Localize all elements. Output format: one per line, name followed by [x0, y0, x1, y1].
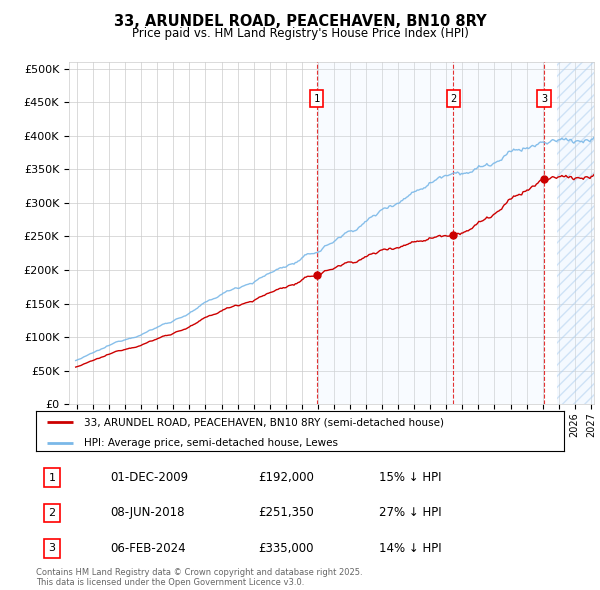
Bar — [557, 62, 594, 404]
Text: 3: 3 — [49, 543, 55, 553]
Text: 08-JUN-2018: 08-JUN-2018 — [110, 506, 184, 519]
Text: 15% ↓ HPI: 15% ↓ HPI — [379, 471, 442, 484]
Text: 27% ↓ HPI: 27% ↓ HPI — [379, 506, 442, 519]
Bar — [557, 62, 594, 404]
Text: 3: 3 — [541, 94, 547, 104]
Text: HPI: Average price, semi-detached house, Lewes: HPI: Average price, semi-detached house,… — [83, 438, 338, 448]
Text: £335,000: £335,000 — [258, 542, 313, 555]
Text: 01-DEC-2009: 01-DEC-2009 — [110, 471, 188, 484]
Text: £192,000: £192,000 — [258, 471, 314, 484]
Text: £251,350: £251,350 — [258, 506, 314, 519]
Text: 33, ARUNDEL ROAD, PEACEHAVEN, BN10 8RY (semi-detached house): 33, ARUNDEL ROAD, PEACEHAVEN, BN10 8RY (… — [83, 418, 443, 428]
Text: 2: 2 — [48, 508, 55, 518]
Bar — [317, 62, 544, 404]
Text: 2: 2 — [450, 94, 457, 104]
Text: 14% ↓ HPI: 14% ↓ HPI — [379, 542, 442, 555]
Text: 1: 1 — [49, 473, 55, 483]
Text: Price paid vs. HM Land Registry's House Price Index (HPI): Price paid vs. HM Land Registry's House … — [131, 27, 469, 40]
Text: 33, ARUNDEL ROAD, PEACEHAVEN, BN10 8RY: 33, ARUNDEL ROAD, PEACEHAVEN, BN10 8RY — [113, 14, 487, 30]
Text: 1: 1 — [313, 94, 320, 104]
Text: Contains HM Land Registry data © Crown copyright and database right 2025.
This d: Contains HM Land Registry data © Crown c… — [36, 568, 362, 587]
Text: 06-FEB-2024: 06-FEB-2024 — [110, 542, 185, 555]
